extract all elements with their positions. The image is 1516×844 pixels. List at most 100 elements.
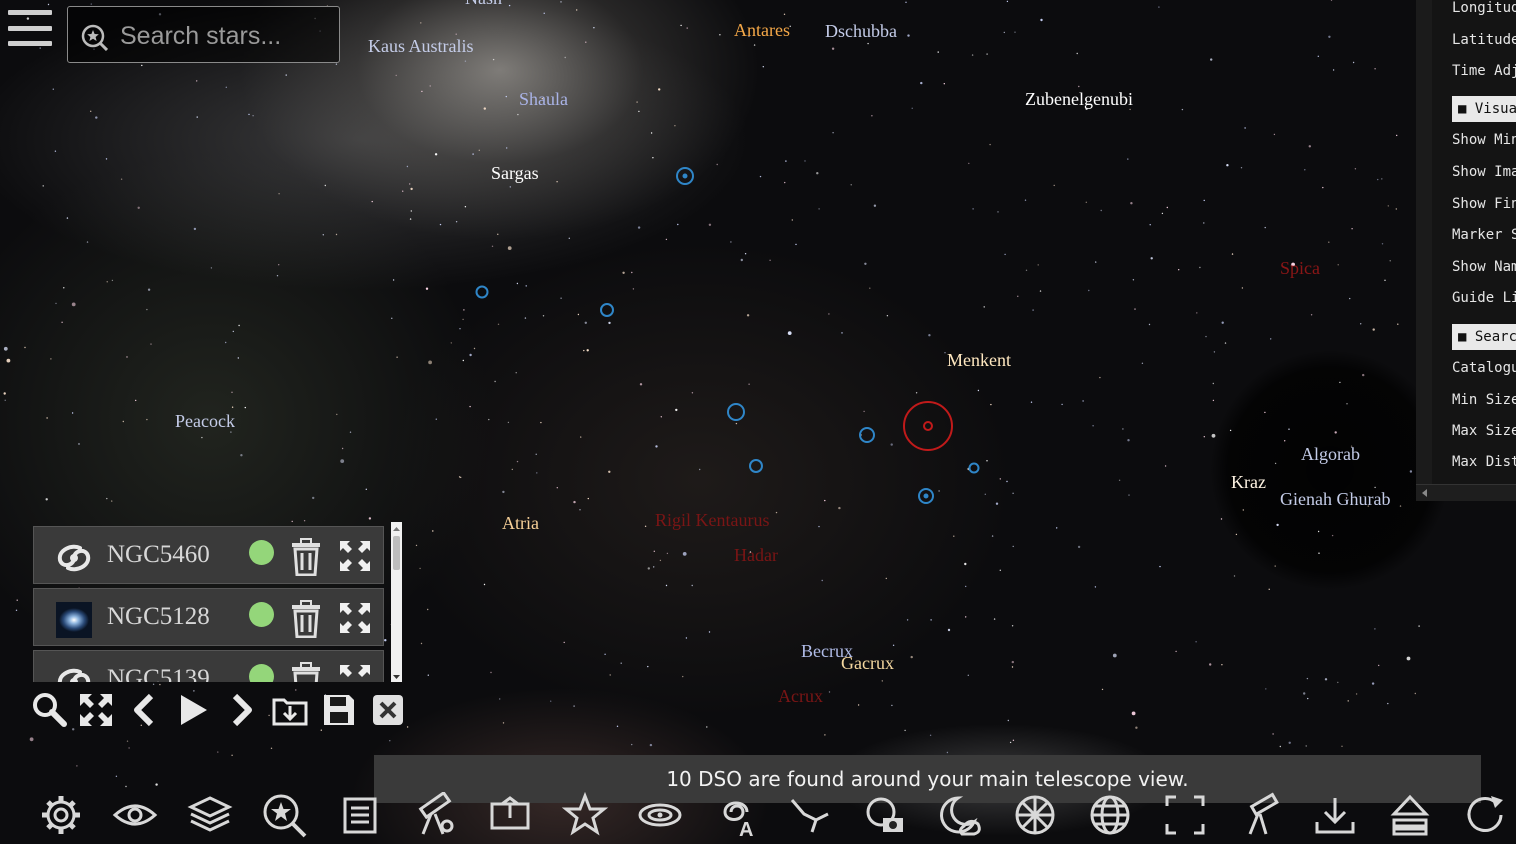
star-label[interactable]: Gienah Ghurab (1280, 489, 1391, 509)
eject-icon[interactable] (1386, 792, 1434, 838)
star-label[interactable]: Zubenelgenubi (1025, 89, 1133, 109)
star-label[interactable]: Sargas (491, 163, 539, 183)
fullscreen-icon[interactable] (1161, 792, 1209, 838)
star-label[interactable]: Antares (734, 20, 790, 40)
dso-list: NGC5460 NGC5128 NGC (33, 520, 403, 682)
galaxy-swirl-icon (57, 544, 91, 572)
grid-icon[interactable] (1011, 792, 1059, 838)
star-label[interactable]: Spica (1280, 258, 1320, 278)
setting-search[interactable]: Max Size (1452, 423, 1516, 439)
star-label[interactable]: Rigil Kentaurus (655, 510, 770, 530)
visibility-dot[interactable] (249, 540, 274, 565)
star-label[interactable]: Algorab (1301, 444, 1360, 464)
setting-longitude[interactable]: Longitude (1452, 0, 1516, 16)
visual-section-header[interactable]: ■ Visual (1452, 96, 1516, 122)
dso-name: NGC5128 (107, 603, 210, 630)
star-label[interactable]: Menkent (947, 350, 1011, 370)
setting-search[interactable]: Max Dist (1452, 454, 1516, 470)
download-icon[interactable] (1311, 792, 1359, 838)
box-icon[interactable] (486, 792, 534, 838)
fit-all-icon[interactable] (76, 690, 116, 730)
scroll-up-icon[interactable] (391, 524, 402, 534)
list-item[interactable]: NGC5460 (33, 526, 384, 584)
list-scrollbar[interactable] (391, 522, 402, 682)
save-icon[interactable] (319, 690, 359, 730)
dso-marker[interactable] (749, 459, 763, 473)
menu-button[interactable] (8, 10, 52, 48)
galaxy-swirl-icon (57, 668, 91, 682)
dso-marker[interactable] (676, 167, 694, 185)
star-label[interactable]: Shaula (519, 89, 568, 109)
eye-icon[interactable] (111, 792, 159, 838)
star-label[interactable]: Nash (465, 0, 502, 9)
star-label[interactable]: Kaus Australis (368, 36, 474, 56)
star-label[interactable]: Hadar (734, 545, 778, 565)
star-label[interactable]: Dschubba (825, 21, 897, 41)
trash-icon[interactable] (289, 662, 323, 682)
setting-latitude[interactable]: Latitude (1452, 32, 1516, 48)
zoom-to-icon[interactable] (338, 601, 372, 635)
list-item[interactable]: NGC5139 (33, 650, 384, 682)
star-label[interactable]: Kraz (1231, 472, 1266, 492)
search-input[interactable] (118, 17, 337, 55)
night-mode-icon[interactable] (936, 792, 984, 838)
list-item[interactable]: NGC5128 (33, 588, 384, 646)
scroll-left-icon[interactable] (1419, 486, 1429, 500)
zoom-to-icon[interactable] (338, 663, 372, 682)
layers-icon[interactable] (186, 792, 234, 838)
setting-visual[interactable]: Guide Li (1452, 290, 1516, 306)
zoom-to-icon[interactable] (338, 539, 372, 573)
dso-marker[interactable] (968, 462, 980, 474)
scrollbar-thumb[interactable] (393, 536, 400, 570)
star-search-icon (81, 24, 108, 51)
dso-marker[interactable] (600, 303, 614, 317)
setting-visual[interactable]: Show Min (1452, 132, 1516, 148)
galaxy-label-icon[interactable]: A (711, 792, 759, 838)
svg-text:A: A (739, 819, 753, 838)
telescope-reticle[interactable] (903, 401, 953, 451)
setting-visual[interactable]: Show Nam (1452, 259, 1516, 275)
dso-marker[interactable] (475, 285, 489, 299)
telescope-mount-icon[interactable] (411, 792, 459, 838)
constellation-icon[interactable] (786, 792, 834, 838)
star-search-icon[interactable] (260, 792, 308, 838)
setting-search[interactable]: Min Size (1452, 392, 1516, 408)
play-icon[interactable] (173, 690, 213, 730)
telescope-icon[interactable] (1236, 792, 1284, 838)
scroll-down-icon[interactable] (391, 672, 402, 682)
star-label[interactable]: Becrux (801, 641, 853, 661)
setting-search[interactable]: Catalogu (1452, 360, 1516, 376)
dso-marker[interactable] (859, 427, 875, 443)
trash-icon[interactable] (289, 538, 323, 576)
dso-marker[interactable] (727, 403, 745, 421)
dso-name: NGC5139 (107, 665, 210, 682)
panel-edge (1416, 0, 1432, 484)
star-icon[interactable] (561, 792, 609, 838)
camera-overlay-icon[interactable] (861, 792, 909, 838)
search-section-header[interactable]: ■ Search (1452, 324, 1516, 350)
equatorial-grid-icon[interactable] (1086, 792, 1134, 838)
setting-time-adj[interactable]: Time Adj (1452, 63, 1516, 79)
list-icon[interactable] (336, 792, 384, 838)
settings-icon[interactable] (37, 792, 85, 838)
setting-visual[interactable]: Show Ima (1452, 164, 1516, 180)
search-icon[interactable] (30, 690, 70, 730)
close-icon[interactable] (368, 690, 408, 730)
star-label[interactable]: Acrux (778, 686, 823, 706)
dso-marker[interactable] (918, 488, 934, 504)
star-label[interactable]: Peacock (175, 411, 235, 431)
import-icon[interactable] (270, 690, 310, 730)
star-label[interactable]: Atria (502, 513, 539, 533)
next-icon[interactable] (221, 690, 261, 730)
previous-icon[interactable] (125, 690, 165, 730)
visibility-dot[interactable] (249, 664, 274, 682)
trash-icon[interactable] (289, 600, 323, 638)
panel-horizontal-scrollbar[interactable] (1416, 484, 1516, 501)
star-label[interactable]: Gacrux (841, 653, 894, 673)
setting-visual[interactable]: Marker S (1452, 227, 1516, 243)
visibility-dot[interactable] (249, 602, 274, 627)
refresh-icon[interactable] (1461, 792, 1509, 838)
galaxy-icon[interactable] (636, 792, 684, 838)
setting-visual[interactable]: Show Fin (1452, 196, 1516, 212)
